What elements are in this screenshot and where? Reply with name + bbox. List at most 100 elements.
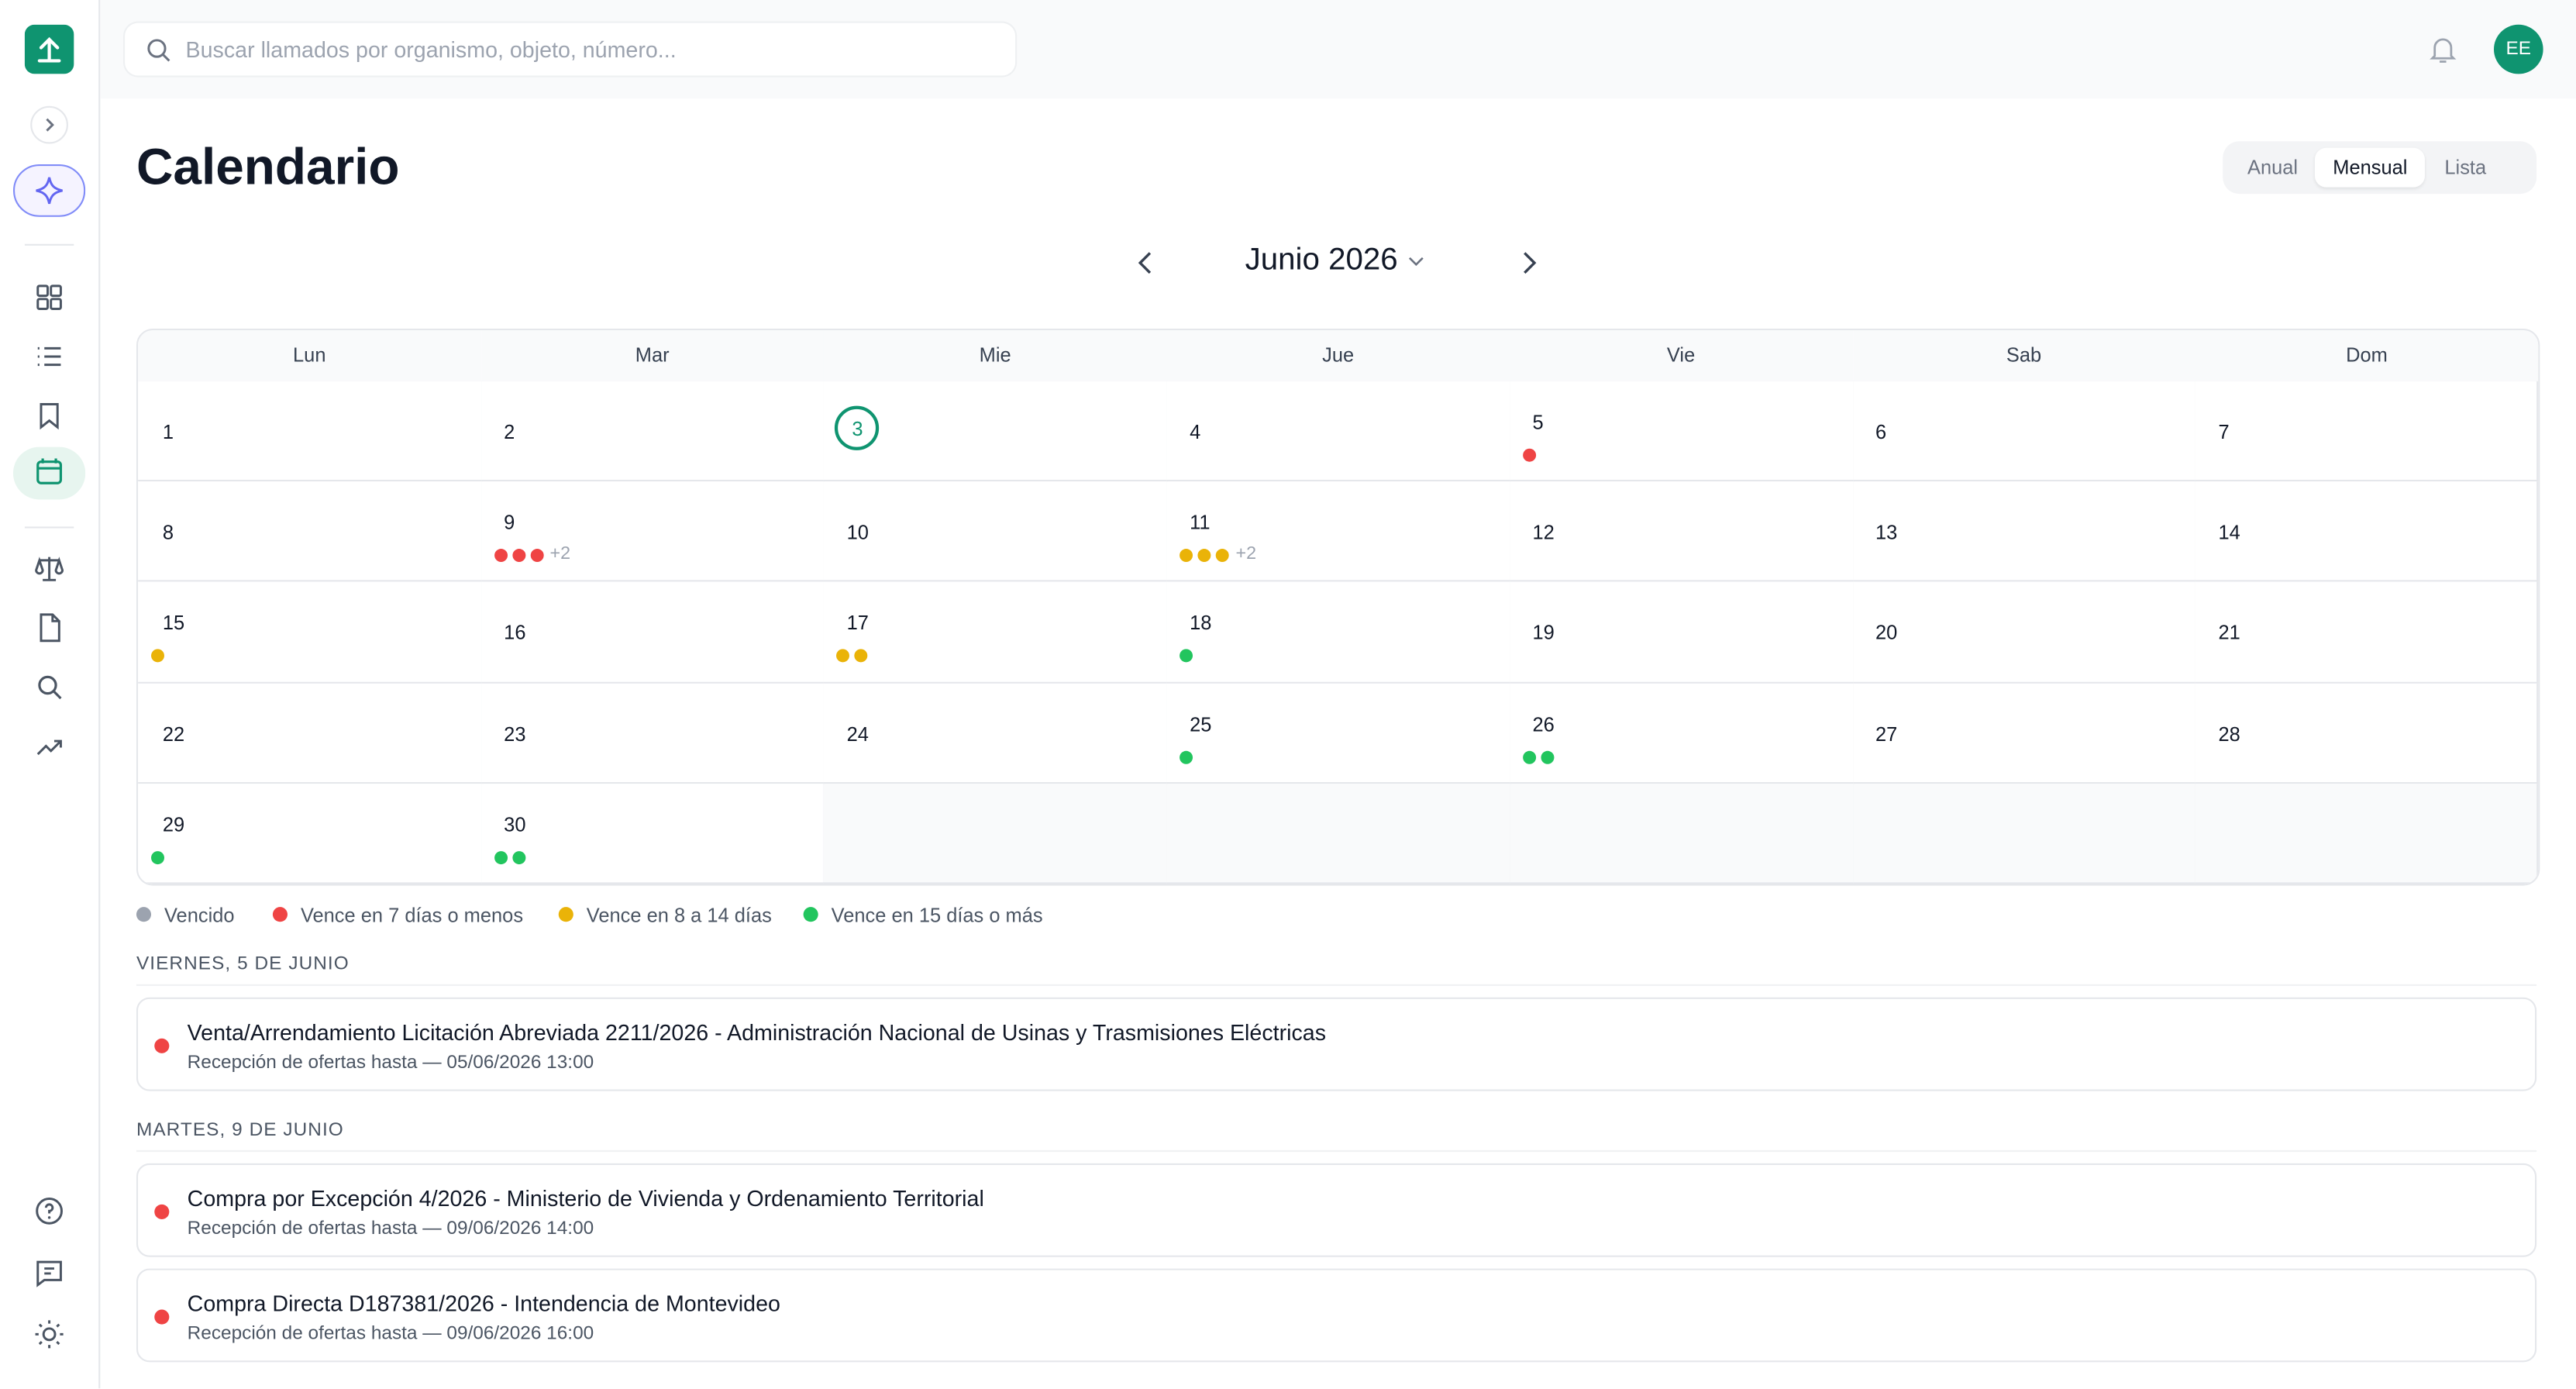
view-tab[interactable]: Lista xyxy=(2444,156,2487,180)
more-count: +2 xyxy=(1235,544,1257,564)
day-cell[interactable]: 7 xyxy=(2195,381,2539,482)
day-number: 26 xyxy=(1532,712,1555,736)
legend-item: Vence en 8 a 14 días xyxy=(558,903,772,927)
view-tab[interactable]: Anual xyxy=(2247,156,2299,180)
day-number: 12 xyxy=(1532,521,1555,545)
day-cell[interactable]: 28 xyxy=(2195,683,2539,784)
day-number: 10 xyxy=(846,521,869,545)
day-number: 25 xyxy=(1190,712,1212,736)
nav-search[interactable] xyxy=(33,670,65,703)
chevron xyxy=(1409,257,1424,267)
day-cell[interactable]: 17 xyxy=(823,582,1169,683)
day-cell[interactable]: 18 xyxy=(1166,582,1511,683)
day-cell xyxy=(1852,783,2197,884)
view-tab[interactable]: Mensual xyxy=(2314,147,2426,188)
divider xyxy=(24,526,74,529)
legend-label: Vence en 8 a 14 días xyxy=(586,903,772,927)
day-cell[interactable]: 30 xyxy=(480,783,826,884)
day-cell[interactable]: 16 xyxy=(480,582,826,683)
day-cell[interactable]: 12 xyxy=(1509,481,1855,583)
day-cell[interactable]: 25 xyxy=(1166,683,1511,784)
weekday: Mie xyxy=(823,330,1167,383)
status-dot xyxy=(154,1038,170,1053)
day-cell[interactable]: 6 xyxy=(1852,381,2197,482)
day-cell xyxy=(1509,783,1855,884)
day-cell[interactable]: 27 xyxy=(1852,683,2197,784)
day-cell[interactable]: 5 xyxy=(1509,381,1855,482)
weekday: Lun xyxy=(138,330,481,383)
day-cell[interactable]: 10 xyxy=(823,481,1169,583)
nav-dashboard[interactable] xyxy=(33,281,65,314)
event-card[interactable]: Compra Directa D187381/2026 - Intendenci… xyxy=(136,1268,2537,1363)
feedback[interactable] xyxy=(33,1257,65,1290)
search-box[interactable]: Buscar llamados por organismo, objeto, n… xyxy=(125,22,1016,76)
section-heading: VIERNES, 5 DE JUNIO xyxy=(136,955,2537,986)
nav-calendar[interactable] xyxy=(12,446,86,500)
day-cell[interactable]: 13 xyxy=(1852,481,2197,583)
notifications[interactable] xyxy=(2426,33,2459,65)
legend-label: Vence en 15 días o más xyxy=(831,903,1043,927)
day-cell[interactable]: 29 xyxy=(138,783,483,884)
search-icon xyxy=(147,39,170,62)
event-title: Venta/Arrendamiento Licitación Abreviada… xyxy=(187,1020,1327,1046)
avatar[interactable]: EE xyxy=(2494,24,2543,74)
expand-button[interactable] xyxy=(29,105,69,145)
nav-saved[interactable] xyxy=(33,399,65,432)
ai-button[interactable] xyxy=(12,164,86,217)
day-cell[interactable]: 2 xyxy=(480,381,826,482)
day-cell[interactable]: 24 xyxy=(823,683,1169,784)
nav-legal[interactable] xyxy=(33,552,65,584)
event-card[interactable]: Compra por Excepción 4/2026 - Ministerio… xyxy=(136,1163,2537,1257)
day-number: 19 xyxy=(1532,622,1555,645)
day-cell xyxy=(2195,783,2539,884)
status-dot xyxy=(1197,549,1211,563)
day-cell[interactable]: 14 xyxy=(2195,481,2539,583)
day-number: 30 xyxy=(504,812,526,836)
day-cell[interactable]: 1 xyxy=(138,381,483,482)
day-cell[interactable]: 15 xyxy=(138,582,483,683)
day-number: 8 xyxy=(162,521,174,545)
calendar-grid: Lun Mar Mie Jue Vie Sab Dom 1 2 3 4 5 6 7 8 9 +2 10 11 +2 12… xyxy=(136,328,2540,886)
divider xyxy=(24,243,74,246)
legend-dot xyxy=(136,907,152,922)
nav-list[interactable] xyxy=(33,340,65,373)
day-cell[interactable]: 11 +2 xyxy=(1166,481,1511,583)
sidebar xyxy=(0,0,101,1389)
weekday: Jue xyxy=(1166,330,1510,383)
day-cell[interactable]: 22 xyxy=(138,683,483,784)
day-cell[interactable]: 3 xyxy=(823,381,1169,482)
event-deadline: Recepción de ofertas hasta — 05/06/2026 … xyxy=(187,1053,594,1074)
page-title: Calendario xyxy=(136,138,400,196)
day-number: 7 xyxy=(2218,420,2230,444)
nav-documents[interactable] xyxy=(33,612,65,644)
day-cell[interactable]: 23 xyxy=(480,683,826,784)
month-selector[interactable]: Junio 2026 xyxy=(1122,243,1549,280)
day-number: 16 xyxy=(504,622,526,645)
legend-label: Vence en 7 días o menos xyxy=(300,903,524,927)
day-number: 18 xyxy=(1190,612,1212,636)
more-count: +2 xyxy=(549,544,571,564)
day-cell[interactable]: 20 xyxy=(1852,582,2197,683)
status-dot xyxy=(1180,650,1193,663)
prev-month[interactable] xyxy=(1130,248,1159,277)
status-dot xyxy=(151,650,164,663)
day-cell[interactable]: 26 xyxy=(1509,683,1855,784)
day-cell[interactable]: 19 xyxy=(1509,582,1855,683)
event-deadline: Recepción de ofertas hasta — 09/06/2026 … xyxy=(187,1324,594,1345)
event-card[interactable]: Venta/Arrendamiento Licitación Abreviada… xyxy=(136,997,2537,1091)
event-title: Compra por Excepción 4/2026 - Ministerio… xyxy=(187,1186,984,1211)
theme-toggle[interactable] xyxy=(33,1318,65,1350)
help[interactable] xyxy=(33,1194,65,1227)
day-number: 14 xyxy=(2218,521,2240,545)
day-number: 5 xyxy=(1532,410,1544,434)
next-month[interactable] xyxy=(1515,248,1545,277)
nav-trends[interactable] xyxy=(33,729,65,762)
legend-item: Vence en 7 días o menos xyxy=(272,903,524,927)
day-number: 23 xyxy=(504,722,526,746)
day-cell[interactable]: 8 xyxy=(138,481,483,583)
day-number: 21 xyxy=(2218,622,2240,645)
day-cell[interactable]: 9 +2 xyxy=(480,481,826,583)
day-cell[interactable]: 4 xyxy=(1166,381,1511,482)
status-dot xyxy=(1216,549,1229,563)
day-cell[interactable]: 21 xyxy=(2195,582,2539,683)
